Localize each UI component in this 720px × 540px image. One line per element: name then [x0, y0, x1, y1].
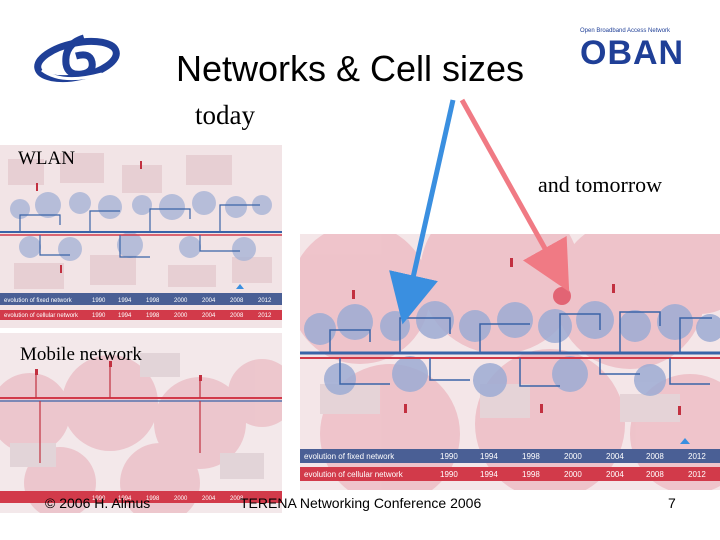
year-label: 2008 [230, 298, 244, 304]
year-label: 2004 [202, 496, 216, 502]
fp6-logo [34, 34, 120, 83]
year-label: 2004 [202, 313, 216, 319]
slide-title: Networks & Cell sizes [175, 48, 525, 89]
year-label: 2004 [606, 470, 624, 479]
year-label: 2012 [258, 298, 272, 304]
timeline-marker-icon [236, 284, 244, 289]
year-label: 2000 [564, 452, 582, 461]
wlan-fixed-label: evolution of fixed network [4, 298, 73, 304]
page-number: 7 [668, 495, 676, 511]
year-label: 1994 [118, 496, 132, 502]
arrow-blue [389, 99, 456, 325]
year-label: 2012 [688, 452, 706, 461]
year-label: 2000 [174, 496, 188, 502]
year-label: 1990 [440, 452, 458, 461]
oban-brand: OBAN [580, 34, 685, 72]
year-label: 1990 [92, 496, 106, 502]
year-label: 2000 [174, 298, 188, 304]
label-wlan: WLAN [18, 148, 75, 169]
year-label: 1994 [118, 298, 132, 304]
year-label: 2012 [258, 313, 272, 319]
year-label: 2008 [230, 313, 244, 319]
wlan-cellular-label: evolution of cellular network [4, 313, 79, 319]
year-label: 1990 [92, 313, 106, 319]
year-label: 2008 [646, 452, 664, 461]
label-mobile-network: Mobile network [20, 344, 142, 365]
label-and-tomorrow: and tomorrow [538, 172, 663, 197]
tomorrow-fixed-label: evolution of fixed network [304, 452, 395, 461]
year-label: 1994 [118, 313, 132, 319]
year-label: 2008 [230, 496, 244, 502]
year-label: 1998 [146, 298, 160, 304]
year-label: 2004 [202, 298, 216, 304]
year-label: 1998 [522, 452, 540, 461]
year-label: 2004 [606, 452, 624, 461]
footer-copyright: © 2006 H. Almus [45, 495, 151, 511]
oban-tagline: Open Broadband Access Network [580, 28, 671, 34]
year-label: 1990 [92, 298, 106, 304]
year-label: 1998 [522, 470, 540, 479]
tomorrow-cellular-label: evolution of cellular network [304, 470, 404, 479]
timeline-marker-icon [680, 438, 690, 444]
year-label: 1994 [480, 452, 498, 461]
map-mobile: 1990 1994 1998 2000 2004 2008 [0, 333, 282, 513]
footer-conference: TERENA Networking Conference 2006 [240, 495, 482, 511]
year-label: 2012 [688, 470, 706, 479]
year-label: 2000 [174, 313, 188, 319]
slide-subtitle: today [195, 100, 255, 130]
arrow-red [459, 98, 570, 292]
year-label: 2008 [646, 470, 664, 479]
map-wlan: evolution of fixed network evolution of … [0, 145, 282, 328]
year-label: 1998 [146, 496, 160, 502]
year-label: 1990 [440, 470, 458, 479]
year-label: 1998 [146, 313, 160, 319]
year-label: 1994 [480, 470, 498, 479]
year-label: 2000 [564, 470, 582, 479]
oban-logo: Open Broadband Access Network OBAN [580, 28, 690, 78]
